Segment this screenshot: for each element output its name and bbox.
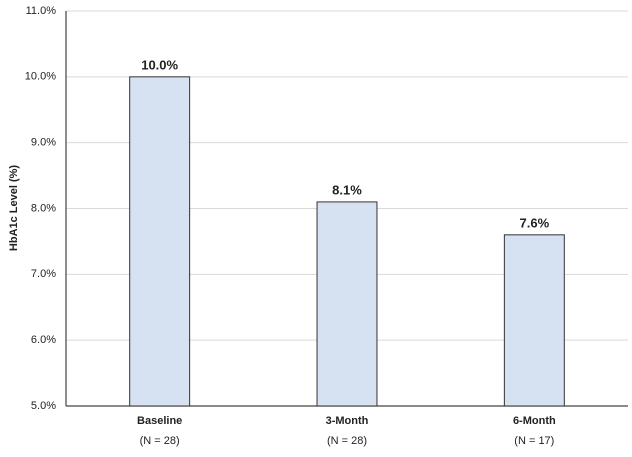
x-tick-label: Baseline: [137, 415, 182, 427]
y-tick-label: 5.0%: [31, 400, 56, 412]
value-label: 10.0%: [141, 57, 178, 72]
value-label: 8.1%: [332, 182, 362, 197]
y-tick-label: 6.0%: [31, 334, 56, 346]
y-axis-label: HbA1c Level (%): [8, 165, 20, 252]
bar: [316, 201, 378, 407]
x-tick-label: 3-Month: [326, 415, 369, 427]
x-tick-note: (N = 17): [514, 435, 554, 447]
y-tick-label: 8.0%: [31, 202, 56, 214]
y-tick-label: 7.0%: [31, 268, 56, 280]
y-tick-label: 9.0%: [31, 137, 56, 149]
y-tick-label: 11.0%: [26, 5, 57, 17]
bar: [503, 234, 565, 407]
x-tick-label: 6-Month: [513, 415, 556, 427]
y-tick-label: 10.0%: [25, 71, 56, 83]
bar: [129, 76, 191, 407]
x-tick-note: (N = 28): [140, 435, 180, 447]
x-tick-note: (N = 28): [327, 435, 367, 447]
value-label: 7.6%: [520, 215, 550, 230]
